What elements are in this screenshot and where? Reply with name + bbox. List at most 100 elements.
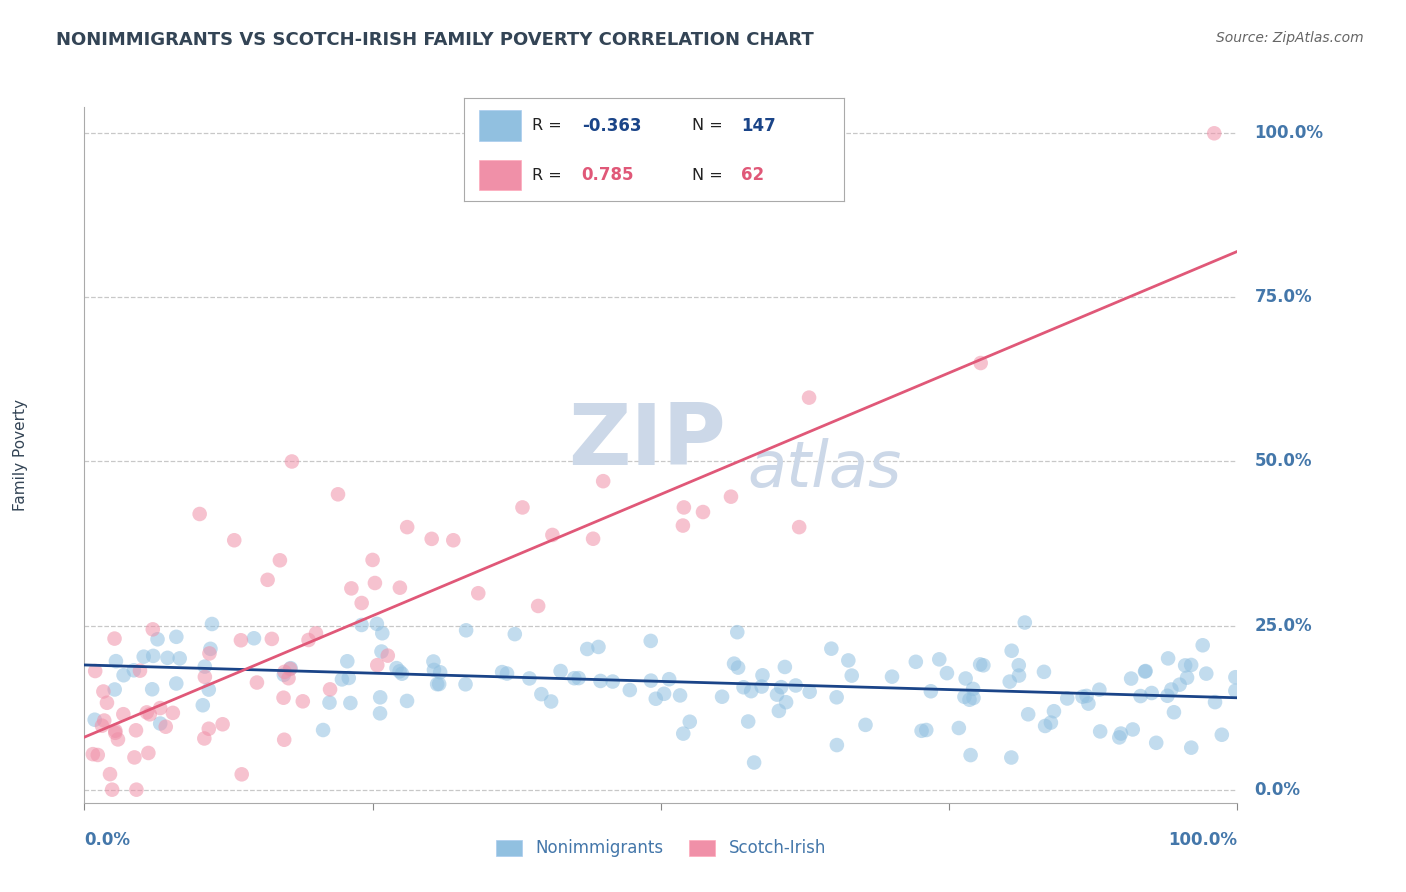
Point xyxy=(692,505,714,519)
Point xyxy=(427,677,450,691)
Text: 25.0%: 25.0% xyxy=(1254,616,1312,634)
Point xyxy=(273,732,295,747)
Point xyxy=(101,782,124,797)
Point xyxy=(368,690,391,705)
Point xyxy=(1195,666,1218,681)
Point xyxy=(766,688,789,702)
Point xyxy=(454,677,477,691)
Point xyxy=(679,714,702,729)
Point xyxy=(385,661,408,675)
Point xyxy=(1032,665,1054,679)
Point xyxy=(391,666,413,681)
Point xyxy=(139,707,162,722)
Point xyxy=(155,720,177,734)
Point xyxy=(104,726,127,740)
Point xyxy=(910,723,932,738)
Point xyxy=(273,665,295,679)
Point xyxy=(96,696,118,710)
Point xyxy=(1043,704,1066,718)
Point xyxy=(429,665,451,680)
Point xyxy=(197,682,219,697)
Point xyxy=(388,665,411,679)
Point xyxy=(112,668,135,682)
Point xyxy=(751,680,773,694)
Point xyxy=(198,647,221,661)
Point xyxy=(1001,644,1024,658)
Point xyxy=(165,676,187,690)
Point xyxy=(962,690,984,705)
Point xyxy=(1033,719,1056,733)
Point xyxy=(142,623,165,637)
Point xyxy=(142,648,165,663)
Point xyxy=(229,633,252,648)
Point xyxy=(1088,682,1111,697)
Point xyxy=(785,678,807,692)
Point xyxy=(149,716,172,731)
Point xyxy=(959,748,981,763)
Point xyxy=(1077,697,1099,711)
Point xyxy=(318,696,340,710)
Bar xyxy=(479,160,520,190)
Text: 50.0%: 50.0% xyxy=(1254,452,1312,470)
Point xyxy=(751,668,773,682)
Point xyxy=(669,689,692,703)
Point xyxy=(420,532,443,546)
Point xyxy=(82,747,104,761)
Point xyxy=(820,641,842,656)
Point xyxy=(1129,689,1152,703)
Text: 147: 147 xyxy=(741,117,776,135)
Point xyxy=(305,626,328,640)
Point xyxy=(1163,705,1185,719)
Point xyxy=(1121,672,1143,686)
Point xyxy=(740,684,762,698)
Point xyxy=(125,723,148,738)
Point xyxy=(775,695,797,709)
Point xyxy=(291,694,314,708)
Point xyxy=(423,663,446,677)
Point xyxy=(91,719,114,733)
Point xyxy=(1135,664,1157,678)
Point xyxy=(725,625,748,640)
Point xyxy=(519,672,541,686)
Point xyxy=(589,673,612,688)
Point xyxy=(188,507,211,521)
Point xyxy=(104,682,127,697)
Point xyxy=(568,671,591,685)
Point xyxy=(194,670,217,684)
Point xyxy=(955,672,977,686)
Point xyxy=(787,520,810,534)
Point xyxy=(83,713,105,727)
Point xyxy=(880,670,903,684)
Point xyxy=(658,672,681,686)
Point xyxy=(723,657,745,671)
Point xyxy=(141,682,163,697)
Point xyxy=(194,659,217,673)
Point xyxy=(1157,651,1180,665)
Text: R =: R = xyxy=(533,119,562,133)
Point xyxy=(619,683,641,698)
Text: 0.0%: 0.0% xyxy=(1254,780,1301,798)
Point xyxy=(156,650,179,665)
Point xyxy=(1088,724,1111,739)
Point xyxy=(962,681,984,696)
Point xyxy=(146,632,169,647)
Point xyxy=(588,640,610,654)
Point xyxy=(129,664,152,678)
Point xyxy=(530,687,553,701)
Point xyxy=(640,673,662,688)
Point xyxy=(211,717,233,731)
Text: N =: N = xyxy=(692,119,723,133)
Point xyxy=(191,698,214,713)
Point xyxy=(112,707,135,722)
Point xyxy=(1133,665,1156,679)
Point xyxy=(122,663,145,677)
Point xyxy=(672,518,695,533)
Point xyxy=(193,731,215,746)
Point xyxy=(1008,658,1031,673)
Point xyxy=(1140,686,1163,700)
Point xyxy=(103,632,125,646)
Point xyxy=(969,356,991,370)
Point xyxy=(132,649,155,664)
Point xyxy=(340,582,363,596)
Point xyxy=(825,738,848,752)
